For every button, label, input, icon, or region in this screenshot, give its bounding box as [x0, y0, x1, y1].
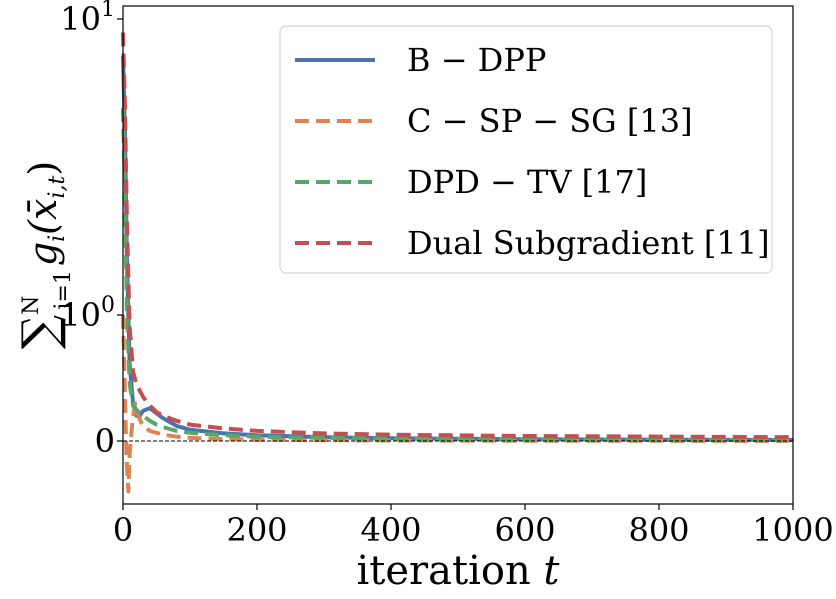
- series-line-1: [121, 314, 794, 494]
- legend-label-3: Dual Subgradient [11]: [407, 224, 770, 262]
- series-layer: [121, 32, 794, 494]
- x-tick-label: 200: [226, 511, 287, 549]
- legend: B − DPP C − SP − SG [13] DPD − TV [17] Dual…: [279, 25, 773, 274]
- plot-frame: [122, 5, 794, 505]
- y-tick-label: 0: [95, 422, 115, 460]
- series-line-3: [121, 32, 794, 440]
- series-line-2: [121, 108, 794, 443]
- y-tick-label: 100: [60, 293, 115, 334]
- x-tick-label: 400: [360, 511, 421, 549]
- y-tick-label: 101: [60, 0, 115, 38]
- x-tick-label: 600: [494, 511, 555, 549]
- legend-label-2: DPD − TV [17]: [407, 163, 647, 201]
- legend-entries: B − DPP C − SP − SG [13] DPD − TV [17] Dual…: [295, 41, 770, 262]
- x-tick-label: 800: [628, 511, 689, 549]
- y-axis: 0 100 101: [60, 0, 123, 460]
- y-axis-label: ∑N i=1gi(x̄i,t): [12, 161, 76, 349]
- x-axis: 0 200 400 600 800 1000: [113, 504, 834, 549]
- legend-box: [279, 25, 773, 274]
- x-tick-label: 1000: [752, 511, 833, 549]
- x-axis-label: iteration t: [356, 548, 560, 594]
- x-tick-label: 0: [113, 511, 133, 549]
- legend-label-0: B − DPP: [407, 41, 546, 79]
- legend-label-1: C − SP − SG [13]: [407, 102, 693, 140]
